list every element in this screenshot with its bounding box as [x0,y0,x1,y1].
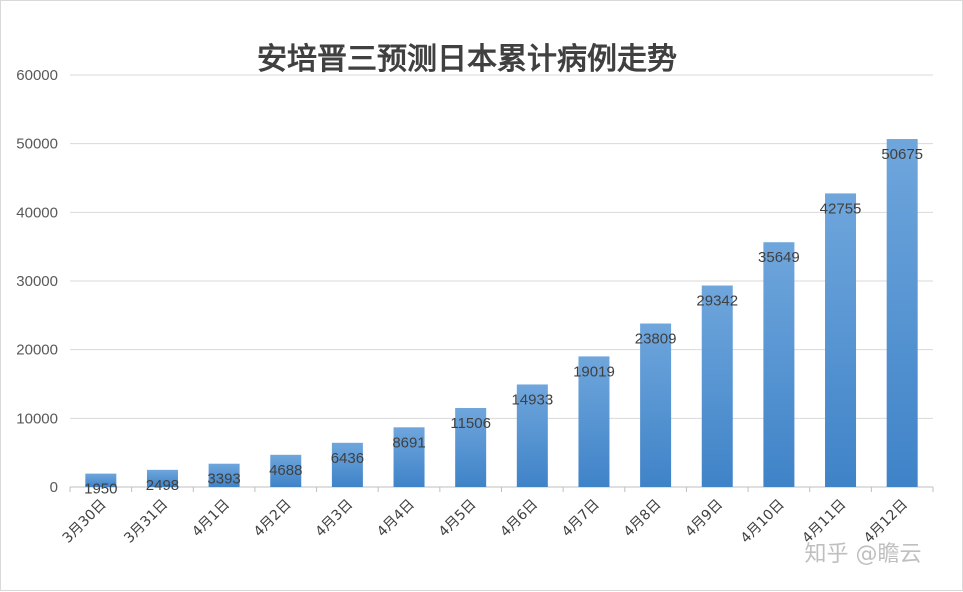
bar [146,469,178,487]
data-label: 8691 [392,434,425,451]
bar [455,407,487,487]
x-tick-label: 4月1日 [189,497,233,541]
x-tick-label: 3月31日 [121,497,171,547]
data-label: 4688 [269,462,302,479]
bar [393,427,425,487]
y-tick-label: 10000 [16,410,58,427]
x-tick-label: 4月10日 [738,497,788,547]
bar [270,454,302,487]
data-label: 42755 [820,200,862,217]
data-label: 2498 [146,477,179,494]
x-axis-ticks: 3月30日 3月31日 4月1日 4月2日 4月3日 4月4日 4月5日 4月6日 4月7日 4月… [60,497,911,547]
bar [85,473,117,487]
x-tick-label: 4月3日 [313,497,357,541]
x-tick-label: 4月8日 [621,497,665,541]
x-tick-label: 4月9日 [682,497,726,541]
data-label: 1950 [84,481,117,498]
bar [763,242,795,487]
y-tick-label: 20000 [16,342,58,359]
data-label: 50675 [881,146,923,163]
y-tick-label: 0 [50,479,58,496]
data-labels: 1950 2498 3393 4688 6436 8691 11506 14933 19019 2… [84,146,923,498]
watermark-text: 知乎 @瞻云 [805,542,922,567]
data-label: 14933 [511,391,553,408]
x-tick-label: 4月5日 [436,497,480,541]
bar [886,139,918,487]
bar [701,285,733,487]
bar [208,463,240,487]
y-tick-label: 40000 [16,204,58,221]
gridlines [69,74,934,492]
data-label: 23809 [635,331,677,348]
y-tick-label: 30000 [16,273,58,290]
data-label: 19019 [573,363,615,380]
x-tick-label: 4月11日 [799,497,849,547]
data-label: 11506 [450,415,491,432]
bars [85,139,918,488]
y-tick-label: 60000 [16,67,58,84]
x-tick-label: 4月2日 [251,497,295,541]
chart-title: 安培晋三预测日本累计病例走势 [257,42,677,77]
data-label: 6436 [331,450,364,467]
bar [640,323,672,487]
data-label: 3393 [207,471,240,488]
y-tick-label: 50000 [16,136,58,153]
y-axis-ticks: 0 10000 20000 30000 40000 50000 60000 [16,67,58,496]
x-tick-label: 4月12日 [861,497,911,547]
x-tick-label: 4月7日 [559,497,603,541]
bar [578,356,610,487]
bar [825,193,857,488]
data-label: 35649 [758,249,800,266]
data-label: 29342 [696,293,738,310]
bar [516,384,548,487]
x-tick-label: 4月4日 [374,497,418,541]
bar [331,442,363,487]
x-tick-label: 4月6日 [497,497,541,541]
x-tick-label: 3月30日 [60,497,110,547]
